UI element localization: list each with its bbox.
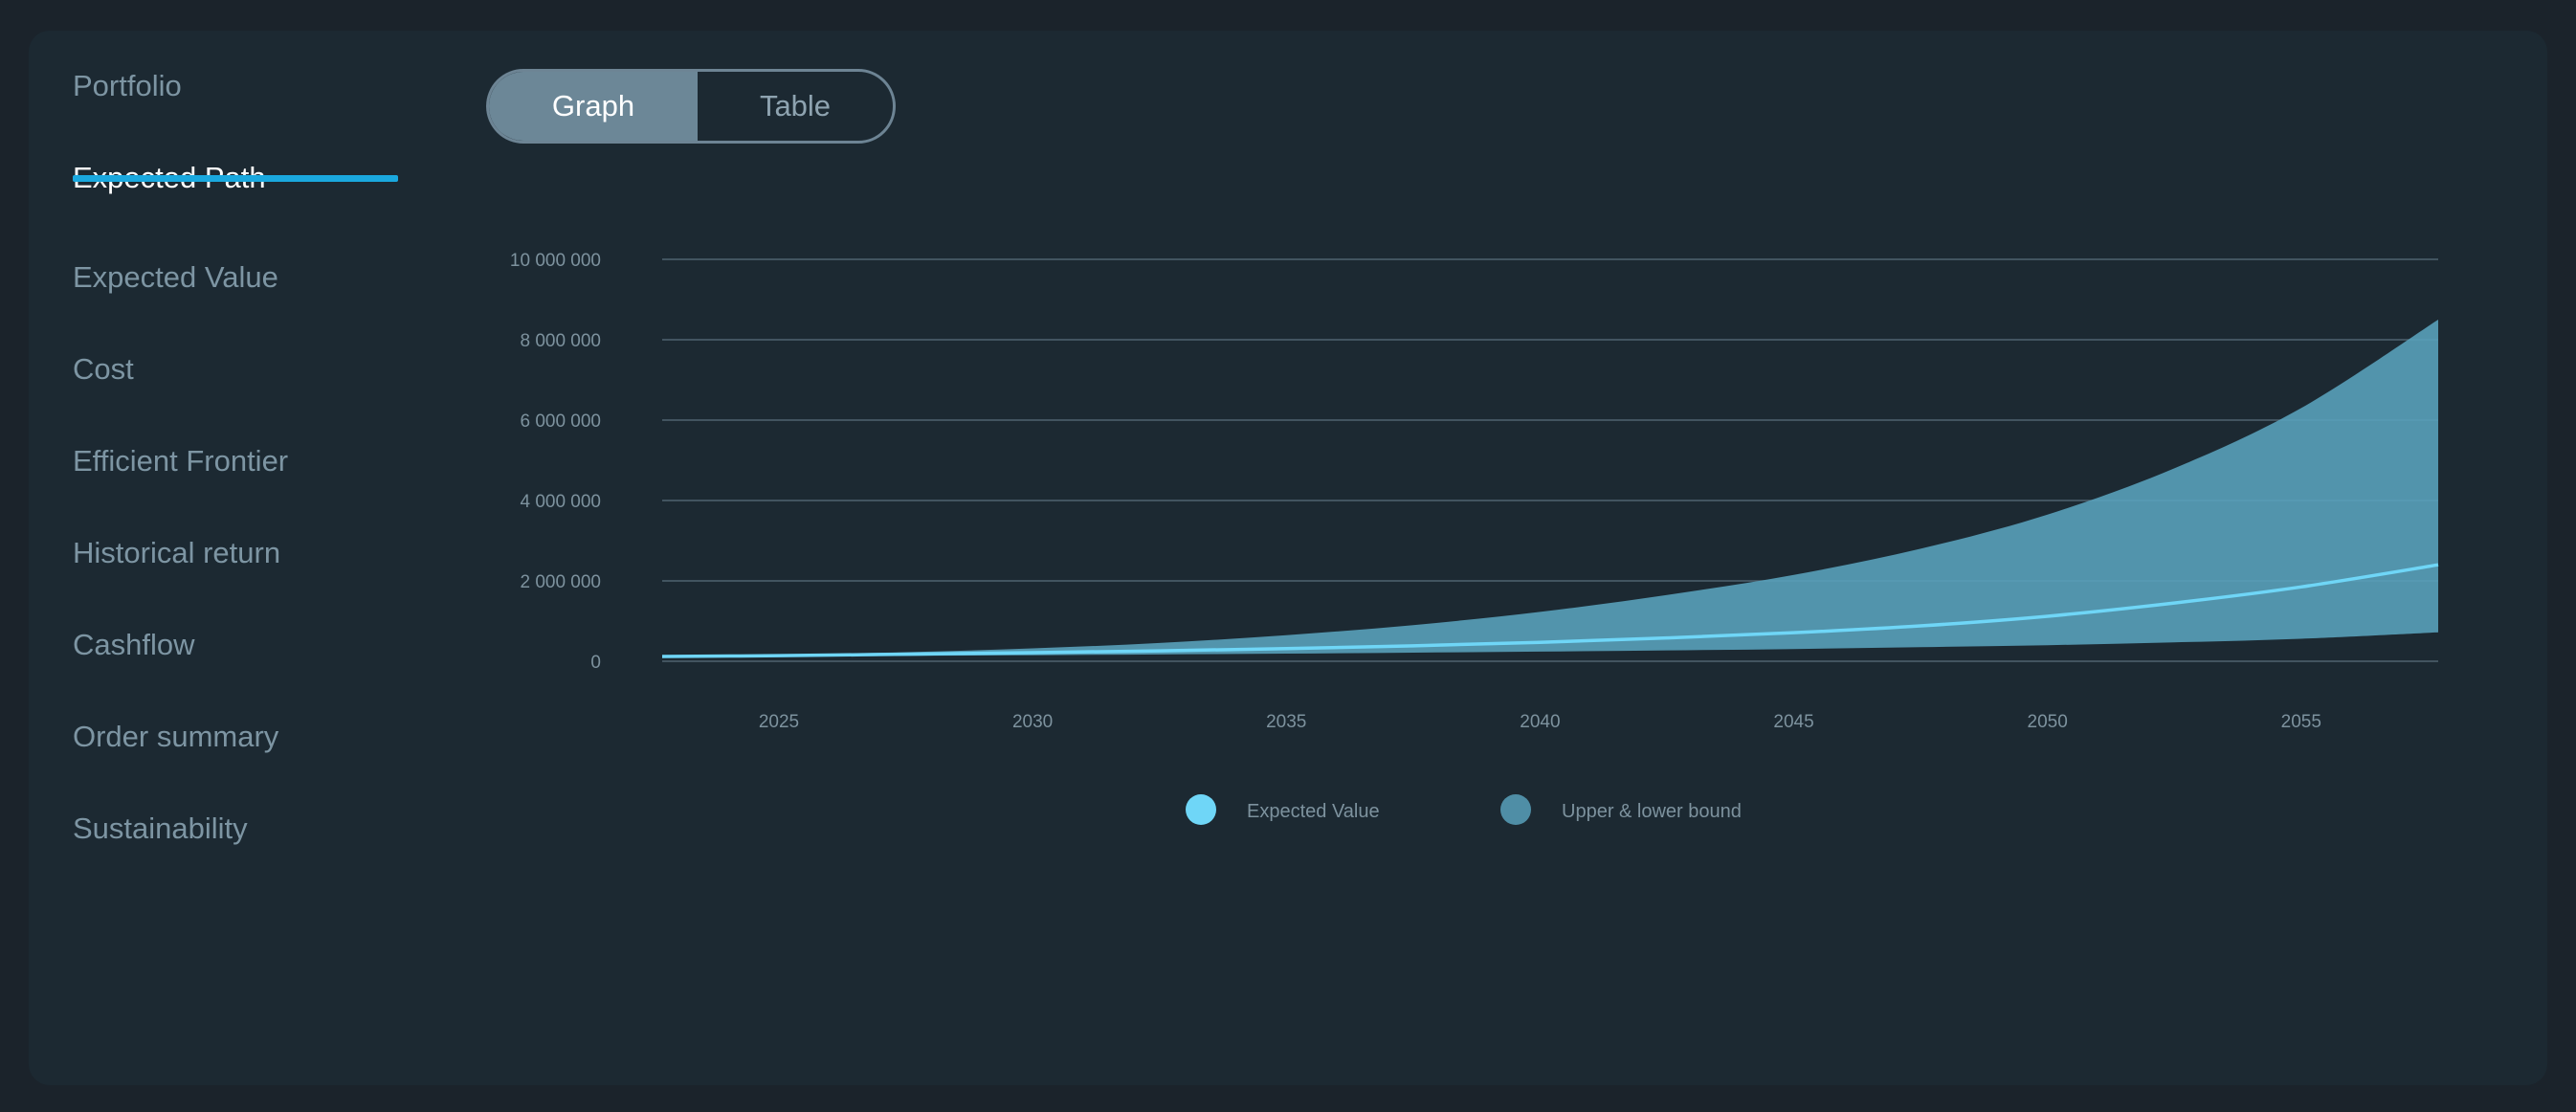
legend-expected-value-swatch	[1186, 794, 1216, 825]
y-tick-label: 6 000 000	[520, 411, 601, 432]
grid-lines	[662, 258, 2438, 662]
graph-toggle-button[interactable]: Graph	[489, 72, 698, 141]
y-tick-label: 10 000 000	[510, 251, 601, 271]
sidebar-item-efficient-frontier[interactable]: Efficient Frontier	[73, 444, 289, 478]
x-tick-label: 2025	[759, 712, 799, 732]
sidebar-item-cost[interactable]: Cost	[73, 352, 134, 386]
x-tick-label: 2035	[1266, 712, 1306, 732]
active-tab-underline	[73, 175, 398, 182]
sidebar-item-cashflow[interactable]: Cashflow	[73, 628, 195, 661]
expected-line-layer	[661, 563, 2439, 658]
y-tick-label: 8 000 000	[520, 331, 601, 351]
sidebar-item-order-summary[interactable]: Order summary	[73, 720, 279, 753]
x-tick-label: 2050	[2028, 712, 2068, 732]
sidebar-item-historical-return[interactable]: Historical return	[73, 536, 281, 569]
x-tick-label: 2055	[2281, 712, 2321, 732]
legend-bounds-swatch	[1500, 794, 1531, 825]
upper-lower-bound-area	[662, 320, 2438, 657]
chart-legend: Expected Value Upper & lower bound	[1186, 794, 1742, 825]
x-tick-label: 2040	[1520, 712, 1560, 732]
sidebar-item-portfolio[interactable]: Portfolio	[73, 69, 182, 102]
y-axis-ticks: 0 2 000 000 4 000 000 6 000 000 8 000 000 10 …	[510, 251, 601, 673]
x-axis-ticks: 2025 2030 2035 2040 2045 2050 2055	[759, 712, 2321, 732]
view-toggle: Graph Table	[486, 69, 896, 144]
expected-value-line	[661, 563, 2439, 658]
table-toggle-button[interactable]: Table	[759, 89, 832, 122]
y-tick-label: 0	[590, 653, 601, 673]
sidebar-item-expected-value[interactable]: Expected Value	[73, 260, 278, 294]
y-tick-label: 2 000 000	[520, 572, 601, 592]
bound-band-layer	[662, 320, 2438, 657]
legend-bounds-label: Upper & lower bound	[1562, 801, 1742, 822]
sidebar-item-sustainability[interactable]: Sustainability	[73, 812, 248, 845]
y-tick-label: 4 000 000	[520, 492, 601, 512]
x-tick-label: 2045	[1773, 712, 1813, 732]
legend-expected-value-label: Expected Value	[1247, 801, 1380, 822]
x-tick-label: 2030	[1012, 712, 1053, 732]
